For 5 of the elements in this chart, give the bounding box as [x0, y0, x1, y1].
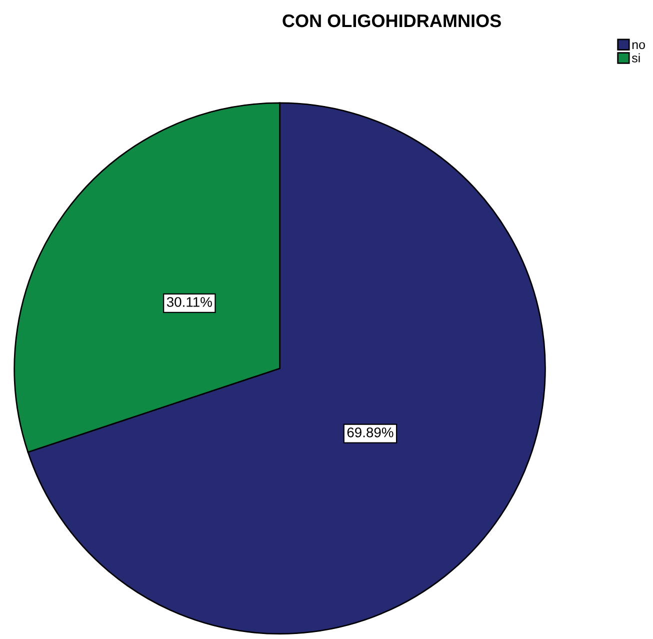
- legend-label: no: [632, 42, 645, 50]
- data-label: 69.89%: [347, 427, 394, 438]
- chart-title: CON OLIGOHIDRAMNIOS: [282, 14, 501, 28]
- legend-label: si: [632, 53, 640, 62]
- data-label: 30.11%: [166, 297, 212, 307]
